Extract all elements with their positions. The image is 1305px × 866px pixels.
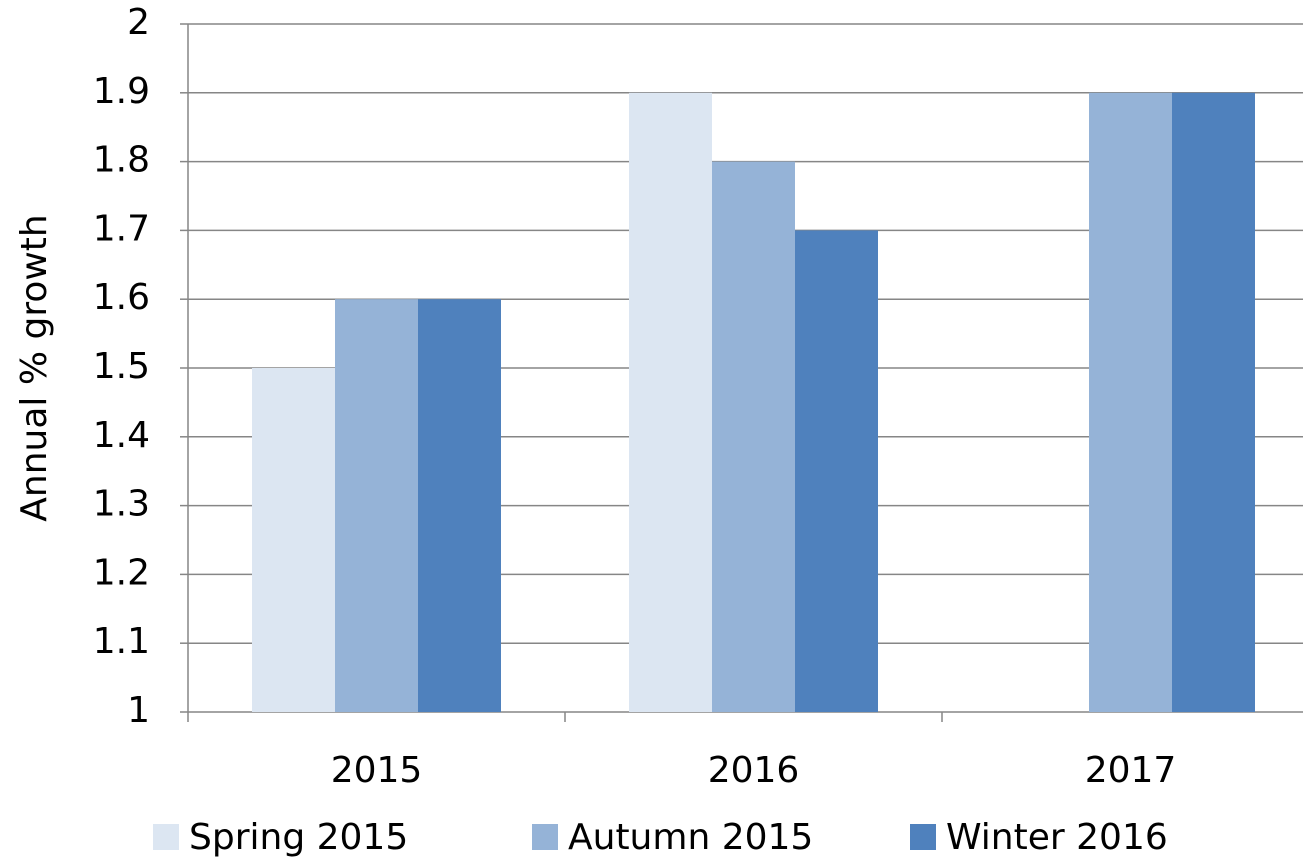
bar [418, 299, 501, 712]
y-tick-label: 1.9 [93, 71, 150, 112]
legend-label: Winter 2016 [946, 817, 1168, 858]
legend-label: Spring 2015 [189, 817, 408, 858]
y-tick-label: 1.1 [93, 621, 150, 662]
bar [795, 230, 878, 712]
y-tick-label: 1.8 [93, 140, 150, 181]
bar [1089, 92, 1172, 713]
y-axis-label: Annual % growth [14, 214, 55, 522]
bar [252, 368, 335, 712]
bar [629, 92, 712, 713]
x-tick-label: 2016 [708, 750, 800, 791]
y-tick-label: 1 [127, 690, 150, 731]
legend-swatch [910, 824, 936, 850]
y-tick-label: 1.4 [93, 415, 150, 456]
legend-swatch [153, 824, 179, 850]
legend-label: Autumn 2015 [568, 817, 813, 858]
y-tick-label: 2 [127, 2, 150, 43]
y-tick-label: 1.6 [93, 277, 150, 318]
y-tick-label: 1.2 [93, 552, 150, 593]
y-tick-label: 1.5 [93, 346, 150, 387]
y-tick-label: 1.3 [93, 484, 150, 525]
y-tick-label: 1.7 [93, 208, 150, 249]
legend-swatch [532, 824, 558, 850]
bar [712, 161, 795, 713]
bar [1172, 92, 1255, 713]
bar [335, 299, 418, 712]
x-tick-label: 2017 [1085, 750, 1177, 791]
x-tick-label: 2015 [331, 750, 423, 791]
